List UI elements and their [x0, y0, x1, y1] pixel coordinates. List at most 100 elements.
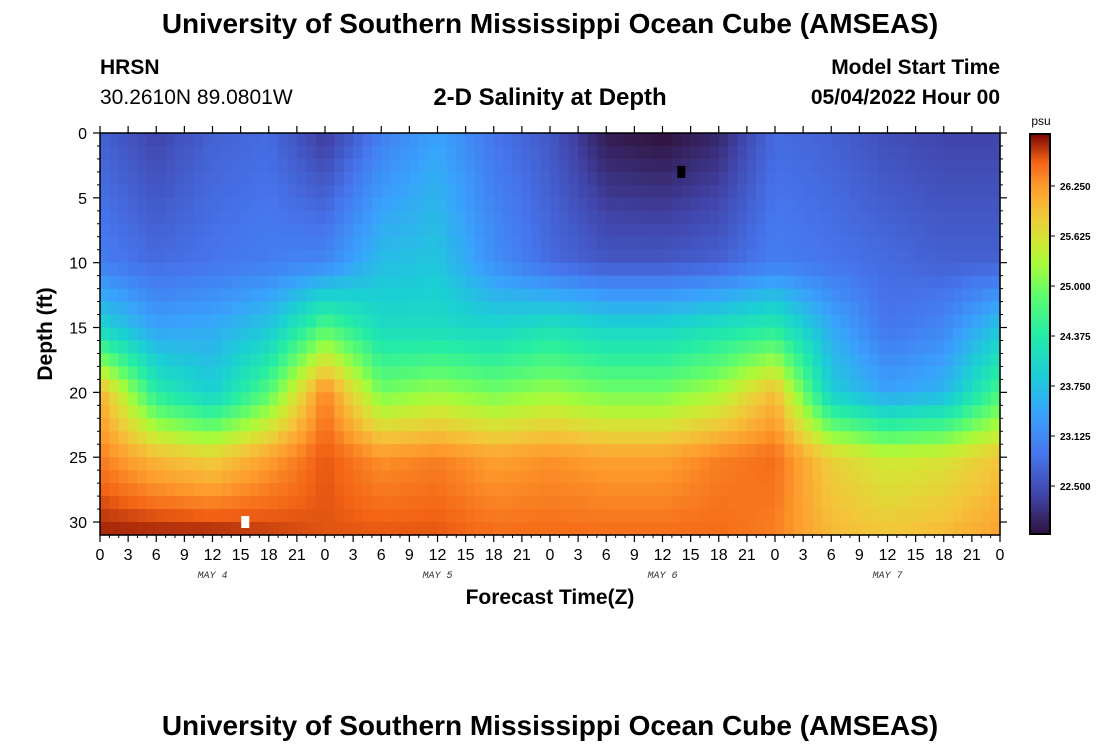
heatmap-cell [203, 444, 214, 458]
heatmap-cell [306, 405, 317, 419]
heatmap-cell [306, 457, 317, 471]
heatmap-cell [662, 444, 673, 458]
heatmap-cell [803, 418, 814, 432]
heatmap-cell [775, 133, 785, 147]
heatmap-cell [625, 314, 635, 329]
heatmap-cell [915, 249, 926, 264]
heatmap-cell [503, 444, 514, 458]
heatmap-cell [718, 470, 729, 484]
heatmap-cell [296, 444, 307, 458]
heatmap-cell [990, 301, 1001, 316]
heatmap-cell [559, 210, 570, 225]
heatmap-cell [915, 133, 926, 147]
heatmap-cell [390, 171, 401, 186]
heatmap-cell [540, 431, 551, 445]
heatmap-cell [906, 197, 917, 212]
heatmap-cell [634, 133, 645, 147]
heatmap-cell [400, 275, 410, 290]
heatmap-cell [193, 444, 204, 458]
heatmap-cell [334, 236, 345, 251]
heatmap-cell [521, 509, 532, 523]
x-tick-label: 21 [963, 547, 981, 564]
heatmap-cell [521, 379, 532, 393]
heatmap-cell [878, 379, 889, 393]
heatmap-cell [343, 405, 354, 419]
heatmap-cell [540, 133, 551, 147]
heatmap-cell [568, 392, 579, 406]
heatmap-cell [737, 522, 748, 536]
heatmap-cell [868, 457, 879, 471]
heatmap-cell [100, 496, 110, 510]
heatmap-cell [887, 405, 898, 419]
heatmap-cell [400, 392, 410, 406]
heatmap-cell [690, 275, 701, 290]
heatmap-cell [268, 275, 279, 290]
heatmap-cell [175, 262, 185, 277]
heatmap-cell [971, 522, 982, 536]
heatmap-cell [681, 457, 692, 471]
heatmap-cell [906, 145, 917, 160]
heatmap-cell [934, 366, 945, 380]
heatmap-cell [737, 171, 748, 186]
heatmap-cell [709, 353, 720, 368]
heatmap-cell [925, 262, 935, 277]
heatmap-cell [643, 379, 654, 393]
heatmap-cell [418, 223, 429, 238]
heatmap-cell [193, 379, 204, 393]
heatmap-cell [962, 197, 973, 212]
heatmap-cell [718, 457, 729, 471]
heatmap-cell [990, 197, 1001, 212]
heatmap-cell [315, 470, 326, 484]
heatmap-cell [803, 249, 814, 264]
heatmap-cell [746, 444, 757, 458]
heatmap-cell [746, 496, 757, 510]
heatmap-cell [503, 210, 514, 225]
heatmap-cell [146, 210, 157, 225]
heatmap-cell [915, 236, 926, 251]
heatmap-cell [671, 457, 682, 471]
heatmap-cell [221, 496, 232, 510]
heatmap-cell [221, 431, 232, 445]
heatmap-cell [671, 405, 682, 419]
heatmap-cell [803, 158, 814, 173]
heatmap-cell [634, 314, 645, 329]
heatmap-cell [493, 275, 504, 290]
heatmap-cell [643, 444, 654, 458]
heatmap-cell [193, 184, 204, 199]
heatmap-cell [128, 288, 139, 303]
heatmap-cell [184, 158, 195, 173]
heatmap-cell [756, 210, 767, 225]
heatmap-cell [437, 145, 448, 160]
heatmap-cell [137, 197, 148, 212]
heatmap-cell [962, 340, 973, 355]
heatmap-cell [746, 483, 757, 497]
heatmap-cell [165, 444, 176, 458]
heatmap-cell [193, 353, 204, 368]
heatmap-cell [409, 366, 420, 380]
heatmap-cell [981, 457, 992, 471]
heatmap-cell [934, 133, 945, 147]
heatmap-cell [212, 314, 223, 329]
heatmap-cell [915, 314, 926, 329]
heatmap-cell [503, 314, 514, 329]
heatmap-cell [484, 210, 495, 225]
heatmap-cell [343, 457, 354, 471]
heatmap-cell [531, 145, 542, 160]
heatmap-cell [503, 171, 514, 186]
heatmap-cell [418, 418, 429, 432]
heatmap-cell [578, 210, 589, 225]
heatmap-cell [456, 405, 467, 419]
heatmap-cell [137, 288, 148, 303]
heatmap-cell [137, 327, 148, 342]
heatmap-cell [718, 197, 729, 212]
heatmap-cell [212, 470, 223, 484]
heatmap-cell [193, 197, 204, 212]
heatmap-cell [981, 223, 992, 238]
heatmap-cell [887, 301, 898, 316]
heatmap-cell [653, 405, 664, 419]
heatmap-cell [568, 470, 579, 484]
heatmap-cell [625, 301, 635, 316]
heatmap-cell [100, 522, 110, 536]
heatmap-cell [418, 197, 429, 212]
heatmap-cell [971, 418, 982, 432]
